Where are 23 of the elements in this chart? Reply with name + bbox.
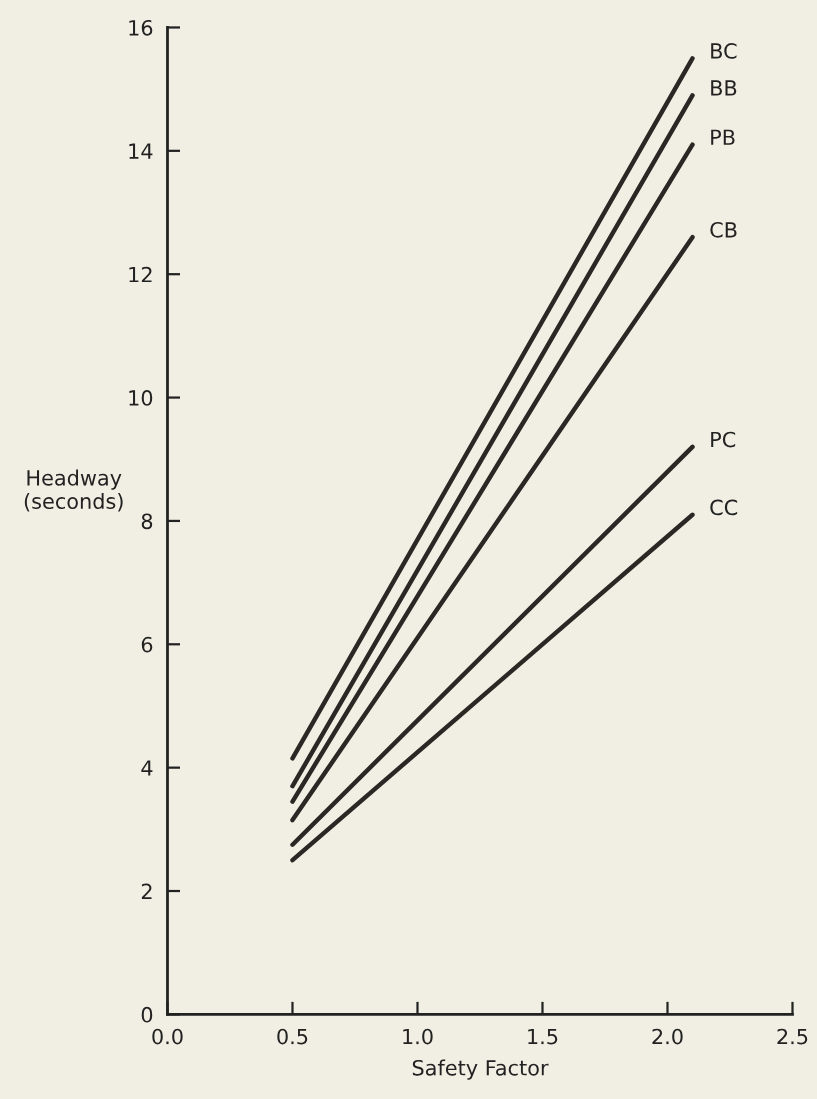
y-tick-label: 10 bbox=[129, 390, 153, 406]
y-tick-label: 8 bbox=[141, 513, 153, 530]
x-tick-label: 2.5 bbox=[777, 1028, 808, 1045]
series-label: PB bbox=[711, 129, 735, 145]
series-label: CB bbox=[710, 221, 737, 238]
x-tick-label: 0.5 bbox=[277, 1028, 308, 1045]
series-label: BC bbox=[711, 43, 737, 59]
x-axis-title: Safety Factor bbox=[412, 1059, 549, 1080]
y-tick-label: 14 bbox=[129, 143, 153, 159]
series-label: PC bbox=[711, 431, 736, 448]
y-tick-label: 2 bbox=[141, 883, 152, 899]
y-tick-label: 12 bbox=[129, 266, 152, 283]
y-tick-label: 6 bbox=[141, 636, 153, 653]
y-tick-label: 0 bbox=[141, 1006, 153, 1023]
y-tick-label: 16 bbox=[129, 19, 153, 36]
x-tick-label: 1.0 bbox=[403, 1028, 433, 1045]
x-tick-label: 2.0 bbox=[652, 1028, 683, 1045]
x-tick-label: 0.0 bbox=[152, 1028, 183, 1045]
series-label: BB bbox=[711, 80, 737, 96]
series-label: CC bbox=[710, 499, 738, 516]
x-tick-label: 1.5 bbox=[528, 1028, 558, 1045]
y-axis-title: Headway (seconds) bbox=[24, 469, 123, 512]
y-tick-label: 4 bbox=[141, 760, 153, 776]
